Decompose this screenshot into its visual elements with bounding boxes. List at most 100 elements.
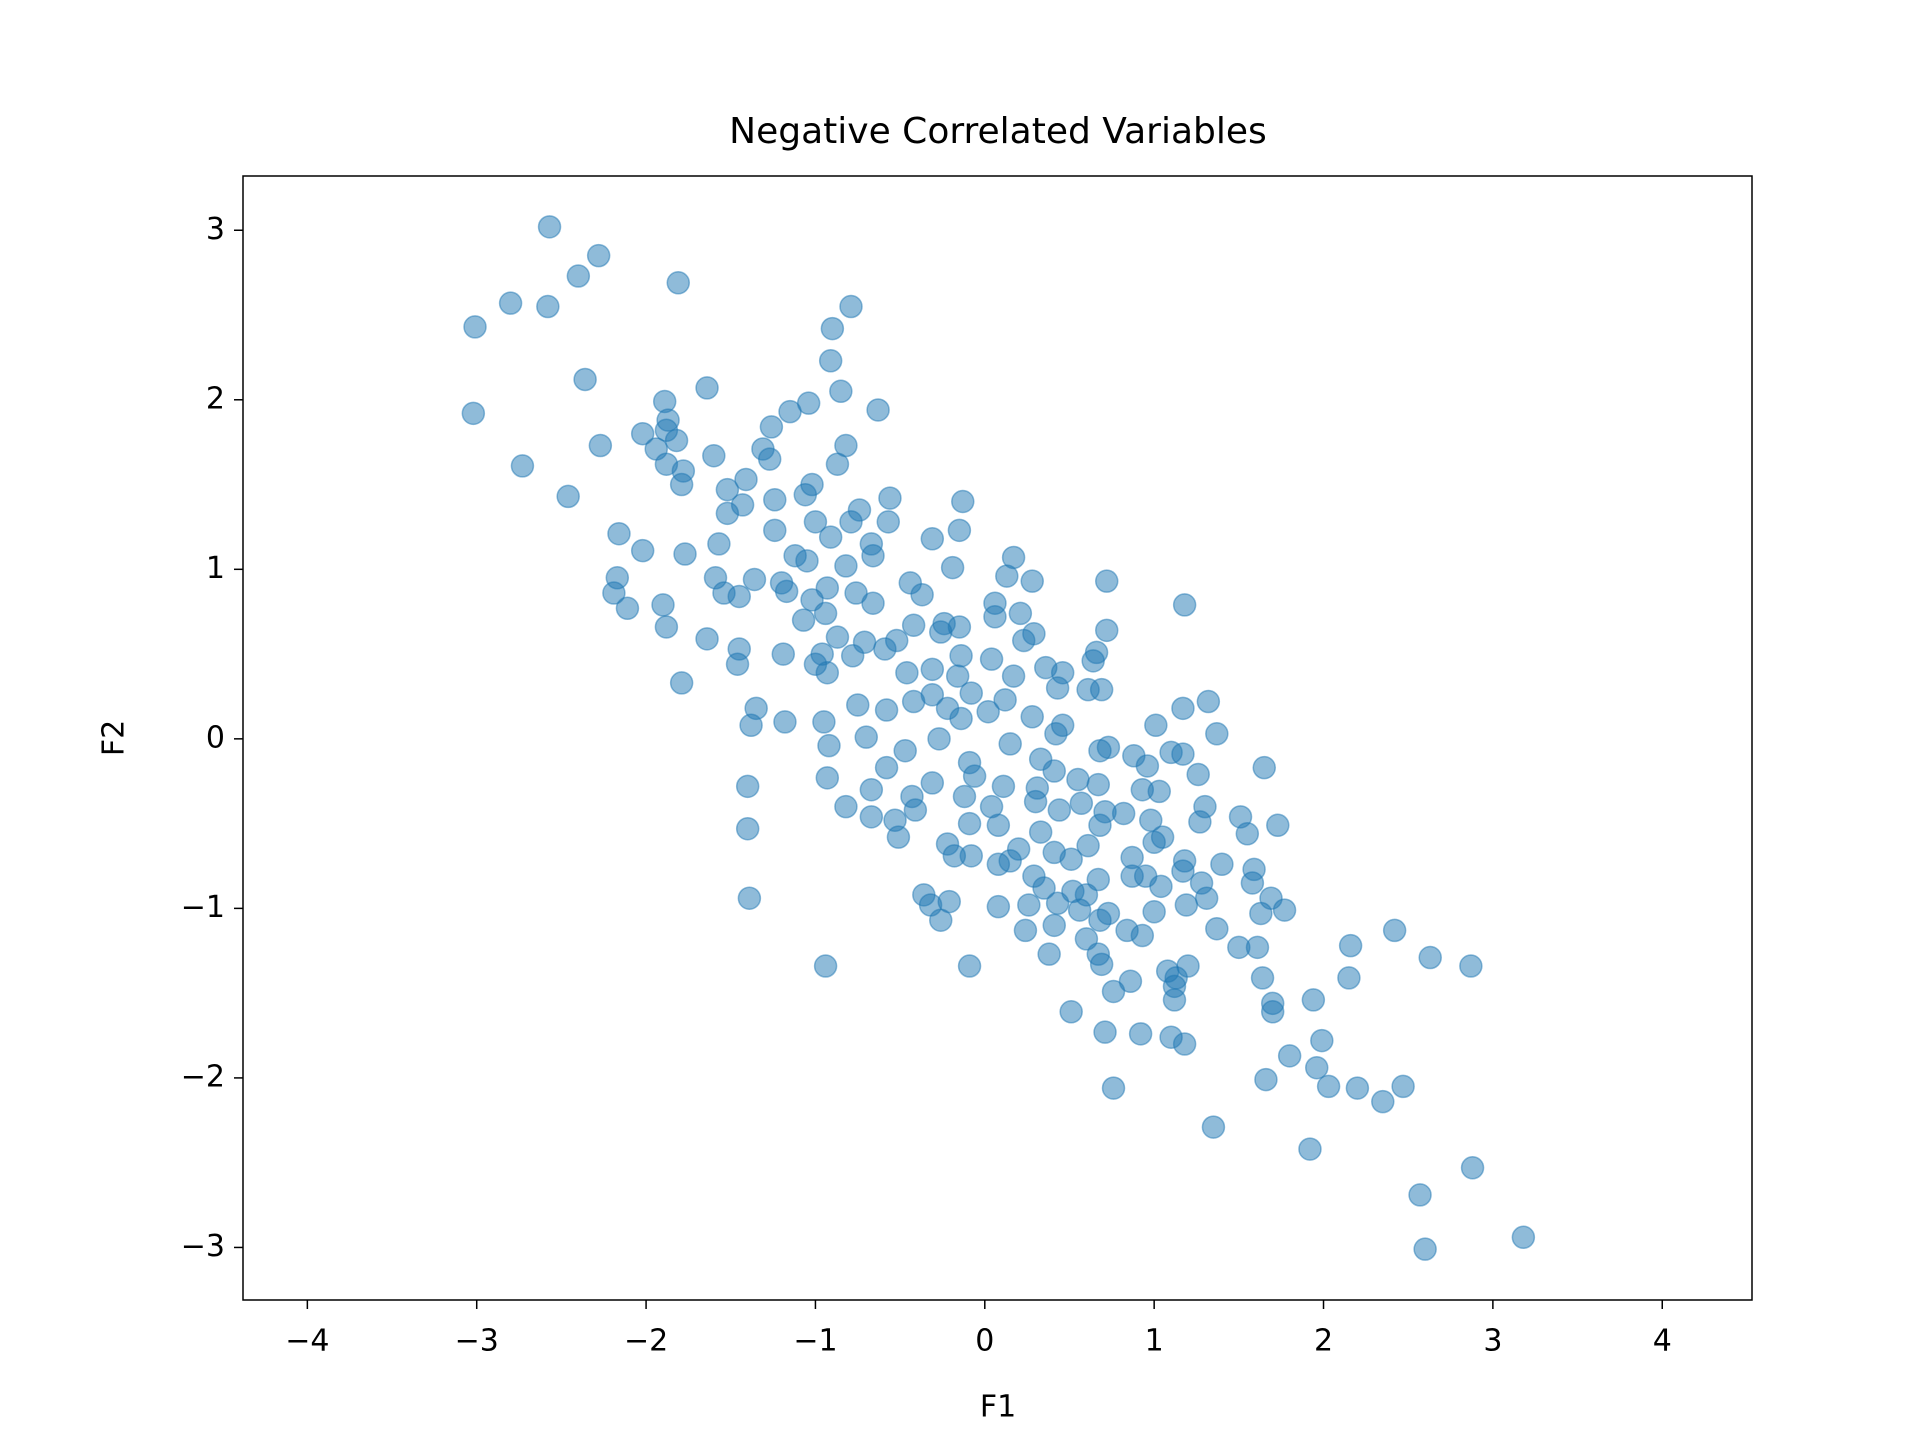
point: [695, 627, 719, 651]
point: [1088, 813, 1112, 838]
point: [1188, 810, 1212, 834]
point: [630, 538, 655, 563]
point: [1391, 1074, 1415, 1099]
y-axis-label: F2: [97, 720, 132, 756]
x-tick-label: 0: [975, 1324, 994, 1359]
point: [903, 798, 928, 822]
point: [878, 486, 902, 510]
point: [673, 542, 697, 566]
point: [1277, 1044, 1302, 1068]
point: [1162, 988, 1187, 1012]
point: [942, 844, 967, 868]
point: [962, 764, 987, 788]
point: [839, 294, 863, 319]
point: [1076, 833, 1100, 858]
point: [1059, 1000, 1083, 1024]
point: [734, 467, 758, 492]
point: [861, 544, 885, 568]
point: [1101, 1076, 1126, 1100]
point: [1101, 979, 1126, 1004]
point: [1418, 945, 1442, 970]
point: [1045, 891, 1070, 916]
y-tick-label: −3: [181, 1229, 225, 1264]
point: [793, 482, 818, 507]
point: [813, 954, 838, 978]
point: [651, 593, 675, 617]
point: [1069, 791, 1094, 816]
point: [795, 549, 819, 573]
point: [1023, 789, 1048, 814]
point: [461, 401, 486, 426]
point: [1017, 893, 1041, 917]
point: [1301, 988, 1326, 1012]
point: [1130, 923, 1155, 948]
point: [1120, 864, 1144, 888]
point: [664, 428, 689, 453]
point: [566, 264, 591, 288]
plot-frame: [242, 175, 1753, 1301]
point: [715, 477, 740, 502]
point: [1111, 801, 1136, 826]
point: [773, 710, 797, 734]
point: [929, 620, 953, 644]
point: [1045, 676, 1070, 700]
point: [1210, 852, 1234, 877]
point: [873, 637, 897, 661]
point: [791, 608, 816, 632]
point: [993, 688, 1017, 712]
point: [1413, 1237, 1437, 1261]
point: [1128, 1022, 1153, 1046]
point: [1171, 696, 1195, 721]
y-tick-label: −2: [181, 1059, 225, 1094]
point: [727, 584, 751, 609]
point: [1067, 898, 1092, 922]
point: [654, 615, 679, 639]
point: [1338, 933, 1363, 958]
point: [1171, 859, 1195, 883]
point: [715, 501, 740, 526]
point: [1460, 1156, 1485, 1180]
point: [957, 811, 982, 836]
point: [876, 510, 901, 534]
y-tick-label: 0: [206, 720, 225, 755]
point: [669, 671, 694, 695]
point: [1266, 813, 1290, 838]
point: [510, 454, 535, 478]
x-axis-label: F1: [980, 1390, 1016, 1425]
point: [1371, 1089, 1395, 1114]
point: [669, 472, 694, 497]
point: [1316, 1074, 1341, 1099]
point: [1008, 601, 1033, 626]
point: [1310, 1028, 1334, 1053]
point: [1459, 954, 1483, 978]
point: [825, 452, 850, 476]
point: [763, 518, 787, 543]
point: [573, 367, 597, 392]
point: [1142, 900, 1166, 924]
point: [759, 415, 784, 439]
point: [588, 433, 613, 458]
point: [854, 725, 878, 749]
point: [1028, 820, 1053, 844]
point: [537, 215, 562, 239]
point: [929, 908, 953, 932]
point: [901, 689, 926, 714]
point: [846, 693, 870, 717]
point: [607, 521, 631, 546]
point: [820, 316, 845, 341]
point: [1081, 649, 1105, 673]
point: [952, 784, 977, 809]
point: [1171, 742, 1195, 766]
point: [1142, 830, 1166, 855]
point: [859, 805, 884, 829]
point: [1254, 1067, 1278, 1092]
point: [949, 706, 973, 731]
point: [707, 532, 731, 556]
x-tick-label: −4: [285, 1324, 329, 1359]
point: [1032, 876, 1056, 900]
point: [1408, 1183, 1432, 1207]
point: [825, 625, 850, 649]
point: [1337, 966, 1361, 990]
point: [778, 399, 802, 424]
